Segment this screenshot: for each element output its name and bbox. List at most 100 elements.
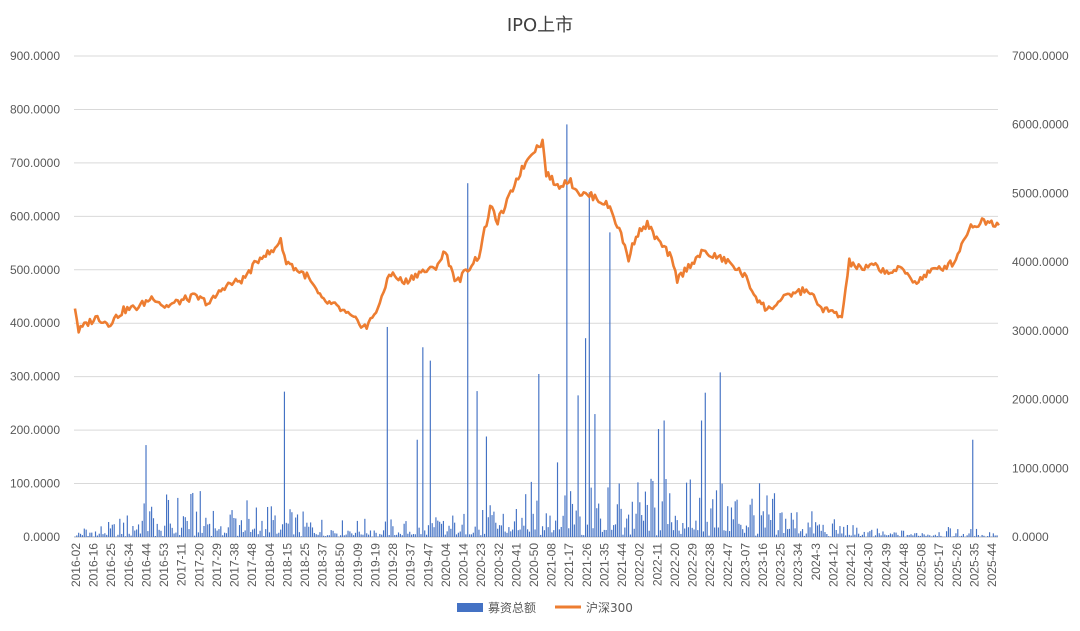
legend-bar-swatch bbox=[457, 603, 483, 612]
bar-fundraising bbox=[246, 500, 248, 537]
bar-fundraising bbox=[931, 536, 933, 537]
bar-fundraising bbox=[974, 536, 976, 537]
bar-fundraising bbox=[242, 532, 244, 537]
bar-fundraising bbox=[850, 535, 852, 537]
bar-fundraising bbox=[450, 528, 452, 537]
bar-fundraising bbox=[491, 515, 493, 537]
x-axis-tick-label: 2019-19 bbox=[368, 543, 382, 587]
x-axis-tick-label: 2021-44 bbox=[615, 543, 629, 587]
x-axis-tick-label: 2022-20 bbox=[668, 543, 682, 587]
x-axis-tick-label: 2025-44 bbox=[985, 543, 999, 587]
bar-fundraising bbox=[523, 525, 525, 537]
bar-fundraising bbox=[497, 528, 499, 537]
bar-fundraising bbox=[175, 532, 177, 537]
bar-fundraising bbox=[158, 529, 160, 537]
bar-fundraising bbox=[717, 527, 719, 537]
bar-fundraising bbox=[139, 533, 141, 537]
bar-fundraising bbox=[311, 527, 314, 537]
bar-fundraising bbox=[360, 534, 362, 537]
bar-fundraising bbox=[474, 526, 476, 537]
bar-fundraising bbox=[431, 523, 433, 537]
bar-fundraising bbox=[532, 513, 534, 537]
x-axis-tick-label: 2017-38 bbox=[228, 543, 242, 587]
bar-fundraising bbox=[545, 513, 547, 537]
bar-fundraising bbox=[772, 498, 774, 537]
bar-fundraising bbox=[657, 429, 660, 537]
x-axis-tick-label: 2017-20 bbox=[192, 543, 206, 587]
bar-fundraising bbox=[506, 532, 508, 537]
left-axis-tick-label: 400.0000 bbox=[10, 316, 60, 330]
bar-fundraising bbox=[736, 499, 738, 537]
bar-fundraising bbox=[508, 527, 510, 537]
x-axis-tick-label: 2021-26 bbox=[580, 543, 594, 587]
bar-fundraising bbox=[859, 536, 862, 537]
bar-fundraising bbox=[921, 533, 923, 537]
bar-fundraising bbox=[265, 529, 267, 537]
bar-fundraising bbox=[351, 533, 353, 537]
bar-fundraising bbox=[730, 507, 733, 537]
x-axis-tick-label: 2016-16 bbox=[87, 543, 101, 587]
bar-fundraising bbox=[833, 519, 835, 537]
bar-fundraising bbox=[336, 533, 338, 537]
bar-fundraising bbox=[276, 533, 278, 537]
x-axis-tick-label: 2016-53 bbox=[157, 543, 171, 587]
bar-fundraising bbox=[321, 519, 323, 537]
bar-fundraising bbox=[525, 494, 527, 537]
bar-fundraising bbox=[145, 445, 147, 537]
bar-fundraising bbox=[81, 535, 83, 537]
x-axis-tick-label: 2024-3 bbox=[809, 543, 823, 581]
bar-fundraising bbox=[871, 529, 873, 537]
bar-fundraising bbox=[353, 535, 355, 537]
x-axis-tick-label: 2019-47 bbox=[421, 543, 435, 587]
bar-fundraising bbox=[409, 531, 411, 537]
gridlines bbox=[74, 55, 998, 538]
bar-fundraising bbox=[594, 414, 596, 537]
bar-fundraising bbox=[235, 518, 237, 537]
x-axis-tick-label: 2023-34 bbox=[791, 543, 805, 587]
bar-fundraising bbox=[588, 192, 590, 537]
bar-fundraising bbox=[691, 527, 693, 537]
bar-fundraising bbox=[654, 507, 656, 537]
bar-fundraising bbox=[635, 513, 637, 537]
x-axis-tick-label: 2022-29 bbox=[686, 543, 700, 587]
bar-fundraising bbox=[302, 511, 304, 537]
bar-fundraising bbox=[373, 530, 375, 537]
bar-fundraising bbox=[945, 531, 948, 537]
bar-fundraising bbox=[712, 499, 714, 537]
x-axis-tick-label: 2018-25 bbox=[298, 543, 312, 587]
bar-fundraising bbox=[485, 436, 488, 537]
bar-fundraising bbox=[386, 326, 388, 537]
bar-fundraising bbox=[839, 526, 841, 537]
x-axis-tick-label: 2021-35 bbox=[597, 543, 611, 587]
bar-fundraising bbox=[521, 517, 523, 537]
bar-fundraising bbox=[519, 529, 521, 537]
bar-fundraising bbox=[757, 533, 759, 537]
bar-fundraising bbox=[356, 520, 358, 537]
bar-fundraising bbox=[106, 534, 108, 537]
bar-fundraising bbox=[768, 514, 770, 537]
left-axis-tick-label: 800.0000 bbox=[10, 102, 60, 116]
bar-fundraising bbox=[154, 536, 156, 537]
bar-fundraising bbox=[403, 523, 405, 537]
bar-fundraising bbox=[551, 532, 553, 537]
bar-fundraising bbox=[111, 524, 113, 537]
x-axis-tick-label: 2017-11 bbox=[175, 543, 189, 586]
bar-fundraising bbox=[349, 531, 351, 537]
bar-fundraising bbox=[710, 508, 712, 537]
bar-fundraising bbox=[869, 531, 871, 537]
bar-fundraising bbox=[714, 527, 716, 537]
bar-fundraising bbox=[558, 529, 560, 537]
bar-fundraising bbox=[394, 535, 396, 537]
bar-fundraising bbox=[392, 526, 394, 537]
bar-fundraising bbox=[912, 535, 914, 537]
bar-fundraising bbox=[581, 534, 583, 537]
bar-fundraising bbox=[167, 499, 170, 537]
bar-fundraising bbox=[411, 534, 413, 537]
bar-fundraising bbox=[751, 498, 753, 537]
bar-fundraising bbox=[177, 497, 179, 537]
bar-fundraising bbox=[618, 483, 620, 537]
bar-fundraising bbox=[248, 518, 250, 537]
left-axis-tick-label: 300.0000 bbox=[10, 370, 60, 384]
bar-fundraising bbox=[805, 533, 807, 537]
bar-fundraising bbox=[182, 516, 184, 537]
